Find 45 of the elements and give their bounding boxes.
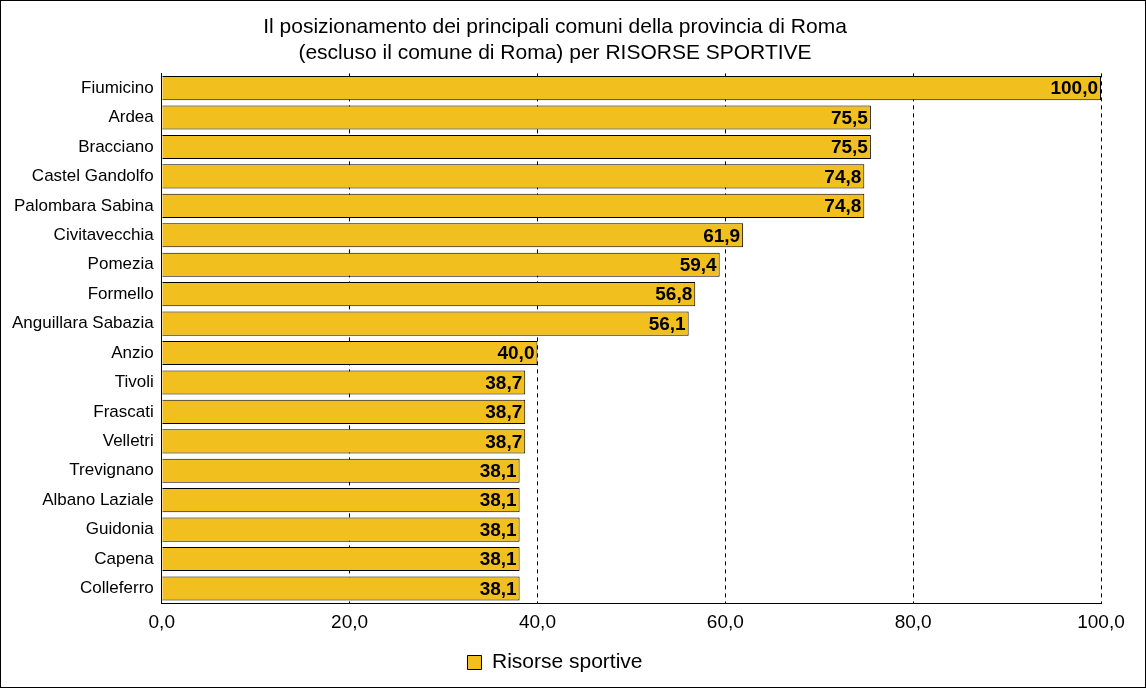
x-tick-label: 20,0: [331, 610, 369, 632]
data-label: 100,0: [1050, 77, 1098, 99]
data-label: 75,5: [830, 106, 869, 128]
y-tick-label: Frascati: [93, 401, 154, 421]
text: (escluso il comune di Roma) per RISORSE SPORTIVE: [298, 39, 812, 63]
data-label: 56,1: [648, 312, 687, 334]
y-tick-label: Colleferro: [80, 578, 154, 598]
y-tick-label: Formello: [87, 283, 154, 303]
data-label: 74,8: [824, 195, 862, 217]
y-tick-label: Anzio: [111, 342, 154, 362]
y-tick-label: Velletri: [102, 431, 154, 450]
data-label: 61,9: [703, 224, 741, 246]
data-label: 74,8: [824, 165, 862, 187]
x-tick-label: 80,0: [894, 610, 932, 632]
y-tick-label: Guidonia: [85, 519, 155, 539]
data-label: 38,7: [485, 371, 523, 393]
y-tick-label: Ardea: [108, 107, 155, 127]
legend-label: Risorse sportive: [491, 649, 643, 673]
y-tick-label: Albano Laziale: [42, 489, 154, 509]
data-label: 38,1: [479, 489, 518, 511]
y-tick-label: Bracciano: [78, 136, 154, 156]
data-label: 75,5: [830, 136, 869, 158]
x-tick-label: 100,0: [1077, 610, 1125, 632]
data-label: 38,1: [479, 459, 518, 481]
text: Il posizionamento dei principali comuni della provincia di Roma: [263, 14, 847, 38]
y-tick-label: Fiumicino: [81, 77, 154, 97]
data-label: 38,1: [479, 577, 518, 599]
data-label: 38,1: [479, 548, 518, 570]
y-tick-label: Anguillara Sabazia: [12, 313, 155, 333]
data-label: 38,1: [479, 518, 518, 540]
x-tick-label: 60,0: [706, 610, 744, 632]
data-label: 56,8: [655, 283, 693, 305]
y-tick-label: Pomezia: [87, 254, 155, 274]
y-tick-label: Civitavecchia: [53, 224, 155, 244]
data-label: 38,7: [485, 430, 523, 452]
data-label: 38,7: [485, 401, 523, 423]
y-tick-label: Capena: [94, 548, 155, 568]
x-tick-label: 40,0: [518, 610, 556, 632]
y-tick-label: Palombara Sabina: [13, 195, 155, 215]
y-tick-label: Castel Gandolfo: [31, 166, 154, 186]
y-tick-label: Trevignano: [69, 460, 154, 480]
y-tick-label: Tivoli: [114, 372, 154, 392]
x-tick-label: 0,0: [148, 610, 175, 632]
data-label: 40,0: [497, 342, 535, 364]
data-label: 59,4: [679, 253, 718, 275]
